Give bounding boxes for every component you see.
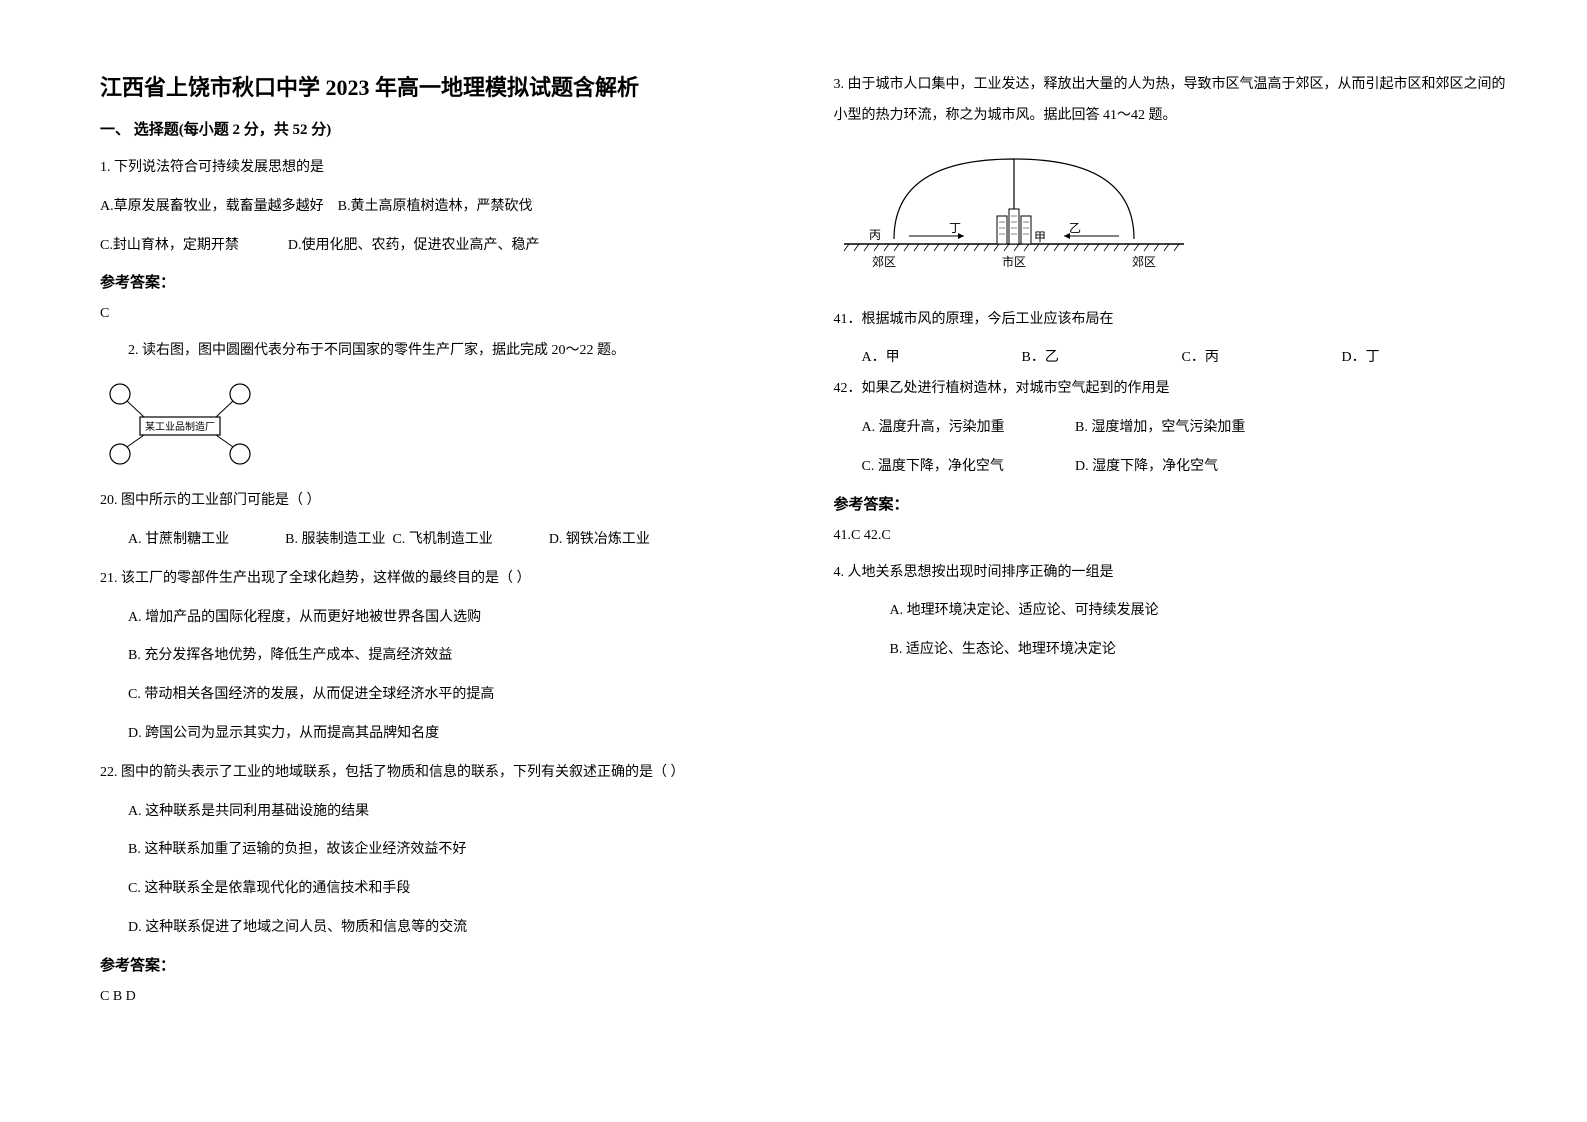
- q1-optB: B.黄土高原植树造林，严禁砍伐: [338, 199, 533, 214]
- factory-diagram-svg: 某工业品制造厂: [100, 379, 270, 469]
- label-bing: 丙: [869, 228, 881, 242]
- q41-optB: B．乙: [1022, 343, 1182, 374]
- q42-row2: C. 温度下降，净化空气 D. 湿度下降，净化空气: [834, 452, 1508, 483]
- building: [1009, 209, 1019, 244]
- q1-optA: A.草原发展畜牧业，载畜量越多越好: [100, 199, 324, 214]
- q3-stem: 3. 由于城市人口集中，工业发达，释放出大量的人为热，导致市区气温高于郊区，从而…: [834, 70, 1508, 132]
- q20-optD: D. 钢铁冶炼工业: [549, 532, 650, 547]
- q3-answer-label: 参考答案：: [834, 493, 1508, 514]
- q1-answer-label: 参考答案：: [100, 271, 774, 292]
- connector-line: [216, 435, 233, 447]
- q2-diagram: 某工业品制造厂: [100, 379, 774, 474]
- q41-stem: 41．根据城市风的原理，今后工业应该布局在: [834, 305, 1508, 336]
- q20-optA: A. 甘蔗制糖工业: [128, 532, 229, 547]
- q3-diagram: 丙 丁 甲 乙 郊区 市区 郊区: [834, 144, 1508, 279]
- q21-optB: B. 充分发挥各地优势，降低生产成本、提高经济效益: [100, 641, 774, 672]
- q20-optC: C. 飞机制造工业: [392, 532, 492, 547]
- q1-optC: C.封山育林，定期开禁: [100, 238, 239, 253]
- ground-hatch: [844, 244, 1179, 251]
- q22-optC: C. 这种联系全是依靠现代化的通信技术和手段: [100, 874, 774, 905]
- q41-options: A．甲 B．乙 C．丙 D．丁: [834, 343, 1508, 374]
- label-ding: 丁: [949, 221, 961, 235]
- q41-optA: A．甲: [862, 343, 1022, 374]
- q42-optB: B. 湿度增加，空气污染加重: [1075, 420, 1245, 435]
- label-jia: 甲: [1034, 230, 1046, 244]
- q22-optB: B. 这种联系加重了运输的负担，故该企业经济效益不好: [100, 835, 774, 866]
- q2-answer: C B D: [100, 983, 774, 1011]
- urban-wind-diagram-svg: 丙 丁 甲 乙 郊区 市区 郊区: [834, 144, 1194, 274]
- q1-answer: C: [100, 300, 774, 328]
- q20-stem: 20. 图中所示的工业部门可能是（ ）: [100, 486, 774, 517]
- factory-box-label: 某工业品制造厂: [145, 420, 215, 433]
- building: [997, 216, 1007, 244]
- q1-optD: D.使用化肥、农药，促进农业高产、稳产: [288, 238, 540, 253]
- building: [1021, 216, 1031, 244]
- q2-answer-label: 参考答案：: [100, 954, 774, 975]
- q20-options: A. 甘蔗制糖工业 B. 服装制造工业 C. 飞机制造工业 D. 钢铁冶炼工业: [100, 525, 774, 556]
- q4-optB: B. 适应论、生态论、地理环境决定论: [834, 635, 1508, 666]
- label-shi: 市区: [1001, 254, 1025, 269]
- q1-options-row1: A.草原发展畜牧业，载畜量越多越好 B.黄土高原植树造林，严禁砍伐: [100, 192, 774, 223]
- q41-optC: C．丙: [1182, 343, 1342, 374]
- q22-optA: A. 这种联系是共同利用基础设施的结果: [100, 797, 774, 828]
- q42-row1: A. 温度升高，污染加重 B. 湿度增加，空气污染加重: [834, 413, 1508, 444]
- q1-stem: 1. 下列说法符合可持续发展思想的是: [100, 153, 774, 184]
- connector-line: [127, 435, 144, 447]
- q22-stem: 22. 图中的箭头表示了工业的地域联系，包括了物质和信息的联系，下列有关叙述正确…: [100, 758, 774, 789]
- q21-optA: A. 增加产品的国际化程度，从而更好地被世界各国人选购: [100, 603, 774, 634]
- q4-optA: A. 地理环境决定论、适应论、可持续发展论: [834, 596, 1508, 627]
- q22-optD: D. 这种联系促进了地域之间人员、物质和信息等的交流: [100, 913, 774, 944]
- q42-optD: D. 湿度下降，净化空气: [1075, 459, 1218, 474]
- q42-optC: C. 温度下降，净化空气: [862, 452, 1072, 483]
- label-jiao2: 郊区: [1131, 255, 1155, 269]
- q42-stem: 42．如果乙处进行植树造林，对城市空气起到的作用是: [834, 374, 1508, 405]
- q21-optD: D. 跨国公司为显示其实力，从而提高其品牌知名度: [100, 719, 774, 750]
- q1-options-row2: C.封山育林，定期开禁 D.使用化肥、农药，促进农业高产、稳产: [100, 231, 774, 262]
- label-yi: 乙: [1069, 221, 1081, 235]
- label-jiao1: 郊区: [871, 255, 895, 269]
- q21-stem: 21. 该工厂的零部件生产出现了全球化趋势，这样做的最终目的是（ ）: [100, 564, 774, 595]
- q3-answer: 41.C 42.C: [834, 522, 1508, 550]
- q4-stem: 4. 人地关系思想按出现时间排序正确的一组是: [834, 558, 1508, 589]
- page-title: 江西省上饶市秋口中学 2023 年高一地理模拟试题含解析: [100, 70, 774, 102]
- q41-optD: D．丁: [1342, 343, 1462, 374]
- connector-line: [127, 401, 144, 417]
- connector-line: [216, 401, 233, 417]
- q20-optB: B. 服装制造工业: [285, 532, 385, 547]
- q2-stem: 2. 读右图，图中圆圈代表分布于不同国家的零件生产厂家，据此完成 20～22 题…: [100, 336, 774, 367]
- section-header: 一、 选择题(每小题 2 分，共 52 分): [100, 118, 774, 139]
- q42-optA: A. 温度升高，污染加重: [862, 413, 1072, 444]
- q21-optC: C. 带动相关各国经济的发展，从而促进全球经济水平的提高: [100, 680, 774, 711]
